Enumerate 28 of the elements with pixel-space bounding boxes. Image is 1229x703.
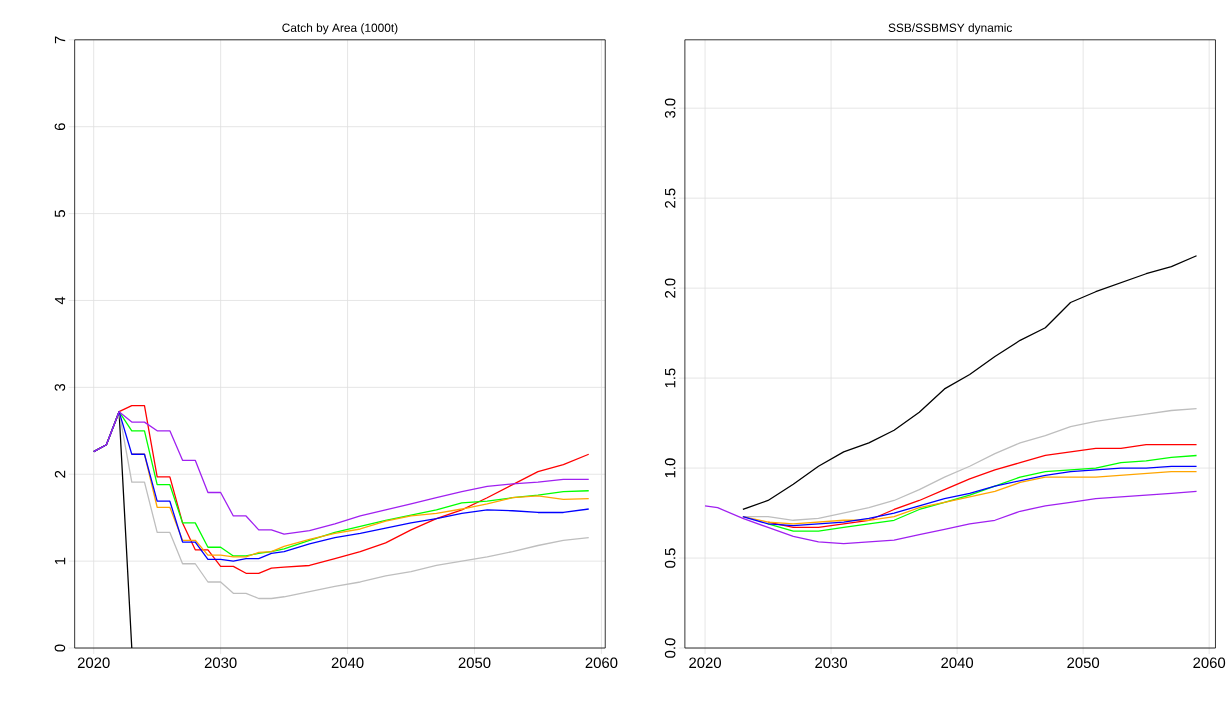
y-tick-label: 0.5 xyxy=(664,548,676,568)
y-tick-label: 2 xyxy=(54,470,66,478)
y-tick-label: 1.5 xyxy=(665,368,676,388)
x-tick-label: 2050 xyxy=(458,657,491,669)
chart-title: SSB/SSBMSY dynamic xyxy=(888,23,1013,35)
x-tick-label: 2020 xyxy=(77,657,110,669)
x-tick-label: 2020 xyxy=(689,657,721,669)
y-tick-label: 0.0 xyxy=(664,638,676,658)
y-tick-label: 1.0 xyxy=(664,458,676,478)
y-tick-label: 1 xyxy=(54,557,66,565)
line-series xyxy=(93,411,590,535)
x-tick-label: 2060 xyxy=(585,657,618,669)
x-tick-label: 2050 xyxy=(1067,657,1100,669)
y-tick-label: 6 xyxy=(54,123,66,131)
y-tick-label: 4 xyxy=(54,296,66,305)
y-tick-label: 2.5 xyxy=(664,188,676,208)
y-tick-label: 7 xyxy=(54,36,66,44)
x-tick-label: 2040 xyxy=(331,657,364,669)
x-tick-label: 2030 xyxy=(204,657,237,669)
x-tick-label: 2030 xyxy=(815,657,848,669)
y-tick-label: 0 xyxy=(54,644,66,652)
x-tick-label: 2060 xyxy=(1193,657,1226,669)
y-tick-label: 5 xyxy=(54,210,66,218)
y-tick-label: 3 xyxy=(54,383,66,392)
x-tick-label: 2040 xyxy=(941,657,974,669)
y-tick-label: 3.0 xyxy=(664,98,676,119)
chart-title: Catch by Area (1000t) xyxy=(282,23,398,35)
y-tick-label: 2.0 xyxy=(664,278,676,298)
